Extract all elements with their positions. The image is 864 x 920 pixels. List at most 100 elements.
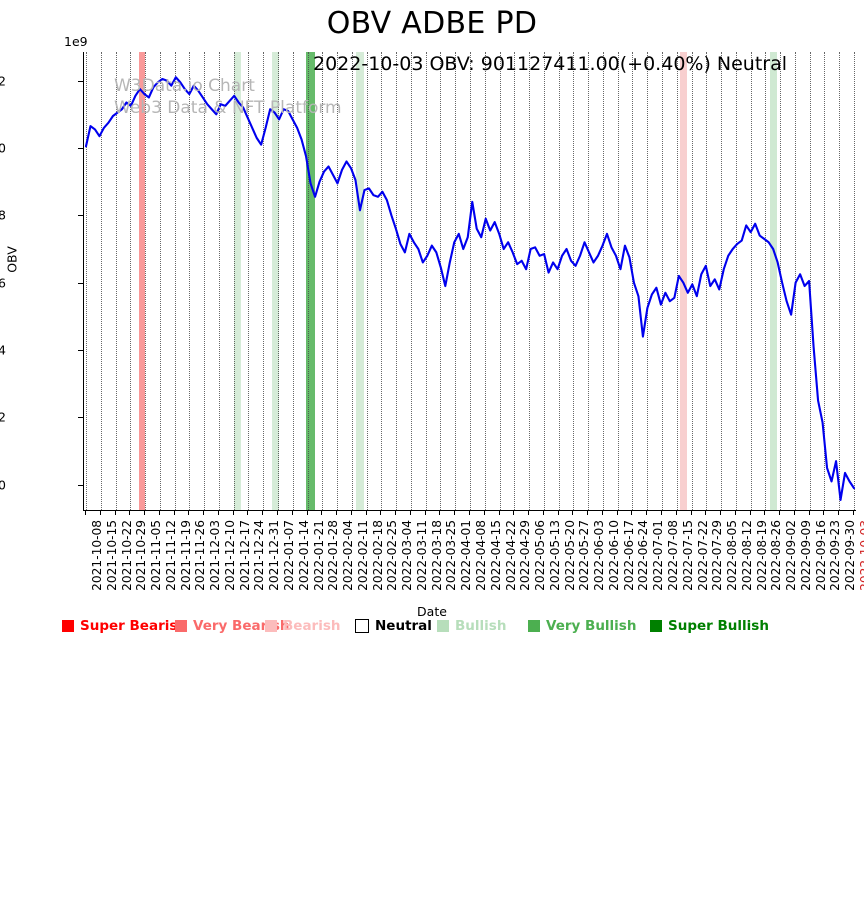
x-axis-tick-mark <box>144 510 146 515</box>
x-axis-tick-label: 2022-05-27 <box>577 520 592 591</box>
x-axis-tick-mark <box>350 510 352 515</box>
legend-swatch-icon <box>650 620 662 632</box>
grid-line <box>573 52 575 510</box>
y-axis-tick-mark <box>78 215 84 217</box>
grid-line <box>410 52 412 510</box>
grid-line <box>780 52 782 510</box>
x-axis-tick-mark <box>646 510 648 515</box>
x-axis-tick-mark <box>469 510 470 515</box>
x-axis-tick-mark <box>247 510 249 515</box>
x-axis-tick-mark <box>542 510 544 515</box>
legend-swatch-icon <box>265 620 277 632</box>
grid-line <box>529 52 531 510</box>
grid-line <box>86 52 87 510</box>
x-axis-tick-label: 2021-11-05 <box>149 520 164 591</box>
legend-item[interactable]: Neutral <box>355 618 432 634</box>
grid-line <box>263 52 265 510</box>
x-axis-tick-label: 2021-11-19 <box>178 520 193 591</box>
legend-label: Neutral <box>375 618 432 634</box>
legend-swatch-icon <box>62 620 74 632</box>
x-axis-tick-mark <box>321 510 323 515</box>
signal-band <box>138 52 145 510</box>
grid-line <box>809 52 811 510</box>
x-axis-tick-label: 2022-04-08 <box>474 520 488 591</box>
x-axis-tick-label: 2022-06-17 <box>621 520 636 591</box>
x-axis-tick-mark <box>616 510 618 515</box>
x-axis-tick-mark <box>454 510 456 515</box>
x-axis-tick-label: 2022-04-01 <box>459 520 474 591</box>
grid-line <box>425 52 427 510</box>
grid-line <box>839 52 841 510</box>
grid-line <box>351 52 353 510</box>
x-axis-tick-mark <box>380 510 382 515</box>
x-axis-tick-mark <box>853 510 854 515</box>
x-axis-tick-mark <box>188 510 190 515</box>
signal-band <box>355 52 365 510</box>
x-axis-tick-label: 2022-04-15 <box>488 520 503 591</box>
y-axis-offset-text: 1e9 <box>64 34 88 49</box>
y-axis-tick-mark <box>78 80 84 82</box>
legend-label: Very Bullish <box>546 618 637 634</box>
signal-band <box>233 52 241 510</box>
grid-line <box>662 52 663 510</box>
x-axis-tick-label: 2021-12-10 <box>222 520 237 591</box>
x-axis-tick-mark <box>158 510 160 515</box>
grid-line <box>706 52 708 510</box>
y-axis-tick-mark <box>78 484 84 486</box>
grid-line <box>484 52 486 510</box>
grid-line <box>233 52 235 510</box>
grid-line <box>440 52 442 510</box>
grid-line <box>145 52 147 510</box>
x-axis-tick-mark <box>277 510 278 515</box>
legend-swatch-icon <box>437 620 449 632</box>
x-axis-tick-mark <box>587 510 589 515</box>
grid-line <box>602 52 604 510</box>
x-axis-tick-mark <box>306 510 308 515</box>
x-axis-tick-mark <box>129 510 131 515</box>
x-axis-tick-mark <box>114 510 116 515</box>
grid-line <box>130 52 132 510</box>
grid-line <box>174 52 176 510</box>
x-axis-label: Date <box>417 604 447 619</box>
grid-line <box>278 52 279 510</box>
x-axis-tick-label: 2022-03-25 <box>444 520 459 591</box>
legend-item[interactable]: Super Bearish <box>62 618 187 634</box>
legend-item[interactable]: Super Bullish <box>650 618 769 634</box>
x-axis-tick-mark <box>838 510 840 515</box>
x-axis-tick-mark <box>85 510 86 515</box>
legend-item[interactable]: Very Bullish <box>528 618 636 634</box>
x-axis-tick-label: 2022-01-14 <box>296 520 311 591</box>
x-axis-tick-label: 2021-12-24 <box>252 520 267 591</box>
y-axis-tick-label: 0.96 <box>0 275 6 291</box>
grid-line <box>735 52 737 510</box>
legend-label: Super Bearish <box>80 618 187 634</box>
x-axis-tick-mark <box>705 510 707 515</box>
x-axis-tick-mark <box>631 510 633 515</box>
x-axis-tick-label: 2022-07-01 <box>651 520 666 591</box>
x-axis-tick-label: 2022-08-05 <box>725 520 740 591</box>
grid-line <box>115 52 117 510</box>
series-line-layer <box>84 52 856 510</box>
y-axis-tick-label: 1.02 <box>0 73 6 89</box>
grid-line <box>396 52 398 510</box>
x-axis-tick-label: 2022-02-18 <box>370 520 385 591</box>
x-axis-tick-label: 2022-02-25 <box>385 520 400 591</box>
x-axis-tick-label: 2022-08-26 <box>769 520 784 591</box>
x-axis-tick-label: 2021-10-29 <box>134 520 149 591</box>
x-axis-tick-mark <box>572 510 574 515</box>
x-axis-tick-mark <box>528 510 530 515</box>
x-axis-tick-label: 2022-05-20 <box>562 520 577 591</box>
chart-page: OBV ADBE PD 2022-10-03 OBV: 901127411.00… <box>0 6 864 634</box>
y-axis-tick-label: 0.94 <box>0 342 6 358</box>
grid-line <box>455 52 457 510</box>
legend-item[interactable]: Bearish <box>265 618 341 634</box>
x-axis-tick-label: 2022-03-18 <box>429 520 444 591</box>
x-axis-tick-label: 2022-09-30 <box>843 520 858 591</box>
x-axis-tick-label: 2022-03-11 <box>414 520 429 591</box>
grid-line <box>854 52 855 510</box>
x-axis-tick-mark <box>661 510 662 515</box>
x-axis-tick-label: 2022-06-24 <box>636 520 651 591</box>
x-axis-tick-label: 2022-01-21 <box>311 520 326 591</box>
y-axis-tick-label: 1.00 <box>0 140 6 156</box>
legend-item[interactable]: Bullish <box>437 618 506 634</box>
